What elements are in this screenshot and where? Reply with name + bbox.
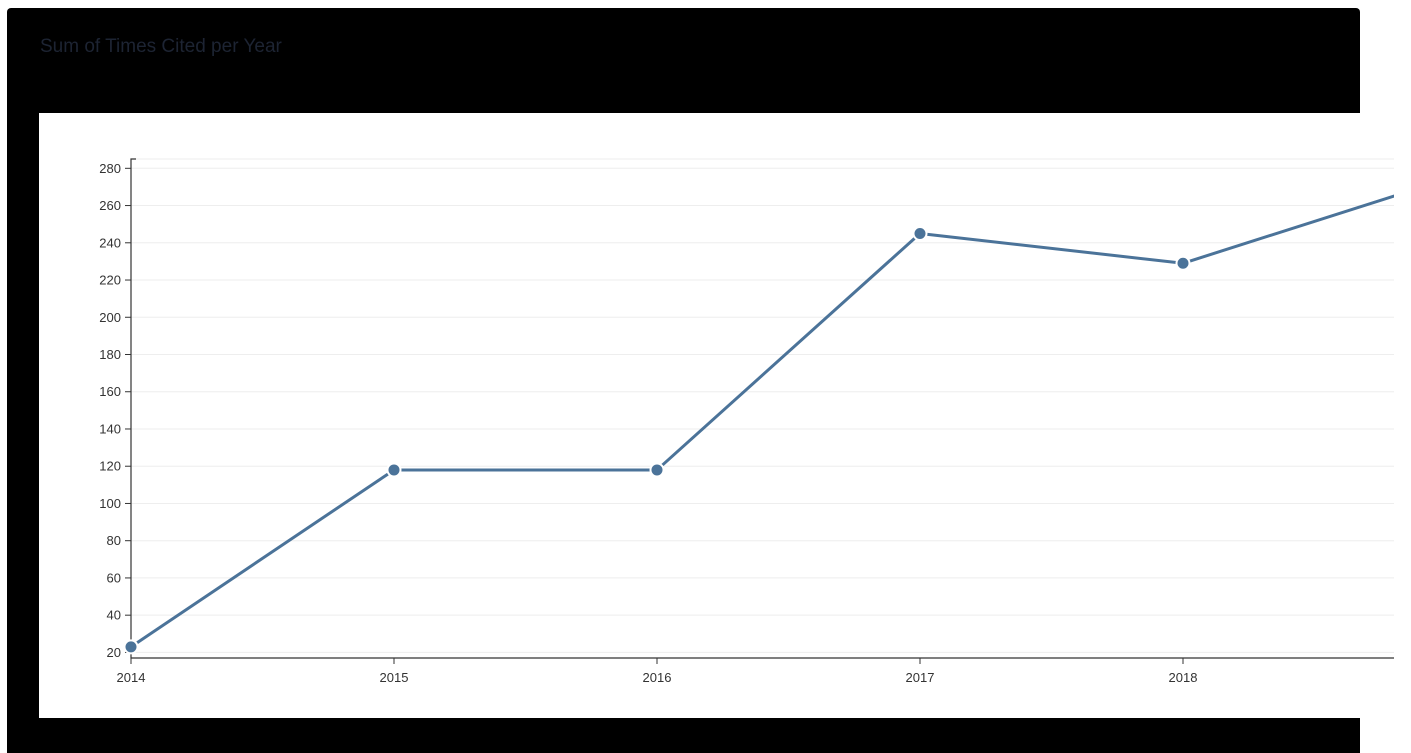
y-tick-label: 220 — [99, 273, 121, 288]
chart-area: 20 40 60 80 100 120 140 160 180 200 220 240 260 280 20… — [39, 113, 1394, 718]
y-tick-label: 260 — [99, 198, 121, 213]
y-tick-label: 120 — [99, 459, 121, 474]
x-tick-label: 2014 — [117, 670, 146, 685]
series-group — [123, 194, 1394, 655]
panel-title: Sum of Times Cited per Year — [40, 36, 282, 57]
y-tick-label: 180 — [99, 347, 121, 362]
x-tick-label: 2017 — [906, 670, 935, 685]
data-point — [123, 639, 139, 655]
y-tick-label: 240 — [99, 235, 121, 250]
y-tick-label: 200 — [99, 310, 121, 325]
axis-lines — [130, 158, 1394, 659]
data-point — [912, 225, 928, 241]
data-point — [649, 462, 665, 478]
y-tick-label: 20 — [107, 645, 121, 660]
y-tick-label: 280 — [99, 161, 121, 176]
data-point — [386, 462, 402, 478]
y-tick-label: 140 — [99, 421, 121, 436]
line-chart: 20 40 60 80 100 120 140 160 180 200 220 240 260 280 20… — [99, 158, 1394, 685]
series-line — [130, 194, 1394, 649]
y-tick-label: 80 — [107, 533, 121, 548]
x-tick-label: 2015 — [380, 670, 409, 685]
y-tick-label: 40 — [107, 608, 121, 623]
y-tick-label: 160 — [99, 384, 121, 399]
y-tick-label: 60 — [107, 570, 121, 585]
x-tick-label: 2018 — [1169, 670, 1198, 685]
data-point — [1175, 255, 1191, 271]
y-tick-label: 100 — [99, 496, 121, 511]
x-tick-label: 2016 — [643, 670, 672, 685]
